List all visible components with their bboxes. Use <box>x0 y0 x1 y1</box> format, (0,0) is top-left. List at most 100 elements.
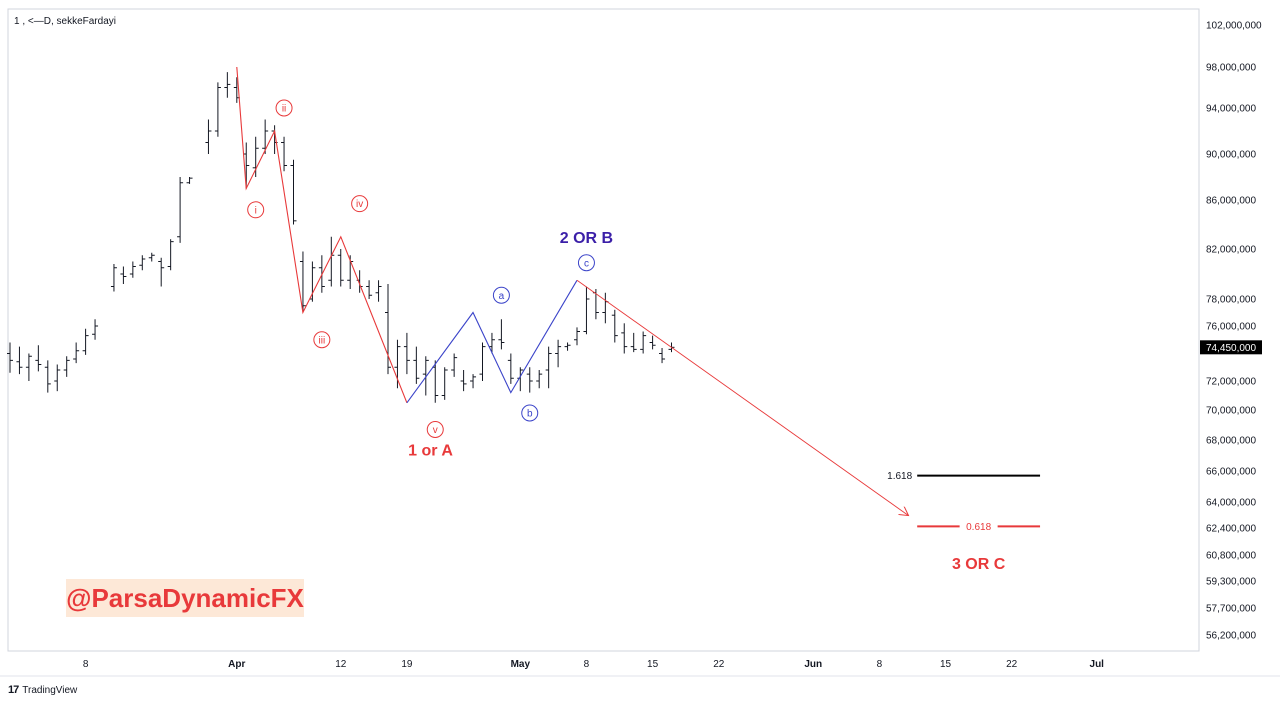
wave-annotation[interactable]: 2 OR B <box>560 230 613 247</box>
ohlc-bar <box>479 342 486 381</box>
time-tick-label: 15 <box>940 659 952 670</box>
wave-label-iii[interactable]: iii <box>313 331 331 349</box>
fib-level-label: 1.618 <box>887 471 912 482</box>
current-price-badge <box>1200 340 1262 355</box>
price-tick-label: 72,000,000 <box>1206 377 1256 388</box>
ohlc-bar <box>498 319 505 350</box>
watermark-background <box>66 579 304 617</box>
wave-label-i[interactable]: i <box>247 201 265 219</box>
time-tick-label: Jul <box>1090 659 1105 670</box>
wave-label-text: v <box>433 425 438 436</box>
wave-path-corrective[interactable] <box>406 280 578 404</box>
wave-label-b[interactable]: b <box>521 404 539 422</box>
wave-label-circle <box>247 201 265 219</box>
wave-label-circle <box>577 254 595 272</box>
plot-area[interactable] <box>7 8 1200 652</box>
ohlc-bar <box>290 159 297 225</box>
ohlc-bar <box>649 335 656 350</box>
ohlc-bar <box>214 82 221 137</box>
price-tick-label: 59,300,000 <box>1206 577 1256 588</box>
ohlc-bar <box>63 356 70 377</box>
wave-annotation[interactable]: 1 or A <box>408 443 453 460</box>
price-tick-label: 78,000,000 <box>1206 295 1256 306</box>
ohlc-bar <box>555 339 562 368</box>
price-tick-label: 60,800,000 <box>1206 551 1256 562</box>
ohlc-bar <box>177 177 184 243</box>
ohlc-bar <box>205 119 212 154</box>
time-tick-label: 22 <box>713 659 725 670</box>
ohlc-bar <box>385 284 391 375</box>
ohlc-bar <box>403 332 410 375</box>
ohlc-bar <box>186 177 193 184</box>
ohlc-bar <box>422 356 429 396</box>
wave-path-impulse[interactable] <box>236 66 408 404</box>
wave-label-text: a <box>499 291 505 302</box>
ohlc-bar <box>507 353 514 384</box>
wave-label-text: c <box>584 258 589 269</box>
wave-label-circle <box>313 331 331 349</box>
ohlc-bar <box>337 249 344 287</box>
wave-label-text: iv <box>356 199 363 210</box>
price-tick-label: 62,400,000 <box>1206 524 1256 535</box>
ohlc-bar <box>92 319 99 340</box>
ohlc-bar <box>73 342 80 364</box>
wave-label-a[interactable]: a <box>492 286 510 304</box>
time-tick-label: 8 <box>877 659 883 670</box>
ohlc-bar <box>621 323 628 354</box>
wave-label-circle <box>521 404 539 422</box>
time-tick-label: May <box>511 659 531 670</box>
ohlc-bar <box>441 367 448 400</box>
ohlc-bar <box>630 332 637 353</box>
time-tick-label: 8 <box>584 659 590 670</box>
ohlc-bar <box>536 370 543 389</box>
price-tick-label: 56,200,000 <box>1206 631 1256 642</box>
ohlc-bar <box>110 264 117 292</box>
current-price-label: 74,450,000 <box>1206 343 1256 354</box>
wave-label-circle <box>492 286 510 304</box>
time-tick-label: 22 <box>1006 659 1018 670</box>
ohlc-bar <box>659 348 666 364</box>
symbol-legend[interactable]: 1 , <—D, sekkeFardayi <box>14 16 116 27</box>
ohlc-bar <box>16 346 23 375</box>
wave-path-projection[interactable] <box>576 279 908 515</box>
tradingview-logo-icon: 17 <box>8 684 19 696</box>
ohlc-bar <box>366 280 373 299</box>
wave-label-ii[interactable]: ii <box>275 99 293 117</box>
fib-level-label: 0.618 <box>966 522 991 533</box>
wave-label-iv[interactable]: iv <box>351 195 369 213</box>
ohlc-bar <box>413 346 420 384</box>
price-tick-label: 94,000,000 <box>1206 104 1256 115</box>
watermark-text: @ParsaDynamicFX <box>66 583 304 613</box>
wave-label-c[interactable]: c <box>577 254 595 272</box>
time-tick-label: 15 <box>647 659 659 670</box>
price-tick-label: 64,000,000 <box>1206 498 1256 509</box>
price-tick-label: 76,000,000 <box>1206 322 1256 333</box>
wave-label-text: i <box>255 205 257 216</box>
time-tick-label: 19 <box>401 659 413 670</box>
ohlc-bar <box>262 119 269 154</box>
wave-label-circle <box>275 99 293 117</box>
ohlc-bar <box>54 364 61 392</box>
ohlc-bar <box>167 239 174 271</box>
wave-annotation[interactable]: 3 OR C <box>952 556 1006 573</box>
ohlc-bar <box>545 346 552 389</box>
wave-label-circle <box>426 421 444 438</box>
ohlc-bar <box>120 266 127 284</box>
wave-label-v[interactable]: v <box>426 421 444 438</box>
ohlc-bar <box>470 374 477 389</box>
ohlc-bar <box>375 280 382 302</box>
watermark: @ParsaDynamicFX <box>66 579 305 617</box>
wave-label-text: iii <box>319 335 326 346</box>
ohlc-bar <box>299 251 306 313</box>
price-tick-label: 86,000,000 <box>1206 196 1256 207</box>
price-tick-label: 66,000,000 <box>1206 467 1256 478</box>
tradingview-branding[interactable]: 17 TradingView <box>8 684 77 696</box>
time-tick-label: 8 <box>83 659 89 670</box>
ohlc-bar <box>460 370 467 392</box>
price-tick-label: 90,000,000 <box>1206 150 1256 161</box>
ohlc-bar <box>611 309 618 343</box>
ohlc-bar <box>82 328 89 355</box>
ohlc-bar <box>139 255 146 271</box>
price-tick-label: 68,000,000 <box>1206 436 1256 447</box>
